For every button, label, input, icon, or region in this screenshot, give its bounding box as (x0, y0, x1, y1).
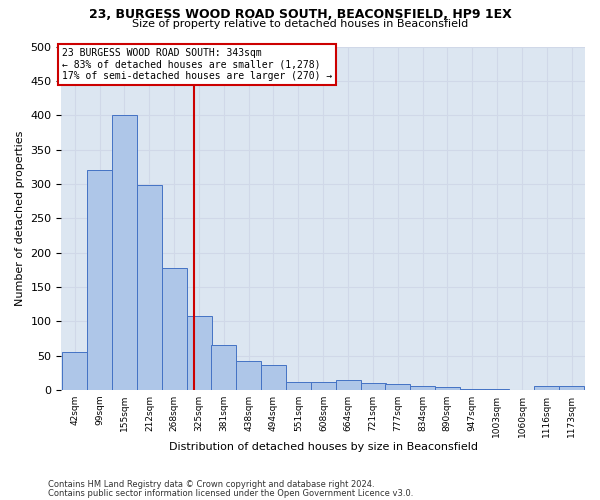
Bar (161, 268, 187, 390)
Bar (559, 386, 584, 390)
Bar (534, 386, 559, 390)
Text: Contains public sector information licensed under the Open Government Licence v3: Contains public sector information licen… (48, 489, 413, 498)
Bar (236, 361, 261, 390)
Bar (385, 384, 410, 390)
Text: Contains HM Land Registry data © Crown copyright and database right 2024.: Contains HM Land Registry data © Crown c… (48, 480, 374, 489)
Bar (187, 316, 212, 390)
Bar (410, 386, 435, 390)
Bar (311, 382, 336, 390)
Bar (261, 364, 286, 390)
Text: 23 BURGESS WOOD ROAD SOUTH: 343sqm
← 83% of detached houses are smaller (1,278)
: 23 BURGESS WOOD ROAD SOUTH: 343sqm ← 83%… (62, 48, 332, 81)
Bar (286, 382, 311, 390)
Bar (88, 170, 112, 390)
Y-axis label: Number of detached properties: Number of detached properties (15, 130, 25, 306)
Bar (435, 387, 460, 390)
Bar (361, 383, 386, 390)
Bar (137, 186, 162, 390)
Text: 23, BURGESS WOOD ROAD SOUTH, BEACONSFIELD, HP9 1EX: 23, BURGESS WOOD ROAD SOUTH, BEACONSFIEL… (89, 8, 511, 20)
X-axis label: Distribution of detached houses by size in Beaconsfield: Distribution of detached houses by size … (169, 442, 478, 452)
Text: Size of property relative to detached houses in Beaconsfield: Size of property relative to detached ho… (132, 19, 468, 29)
Bar (211, 346, 236, 390)
Bar (335, 380, 361, 390)
Bar (112, 115, 137, 390)
Bar (460, 388, 485, 390)
Bar (62, 352, 88, 390)
